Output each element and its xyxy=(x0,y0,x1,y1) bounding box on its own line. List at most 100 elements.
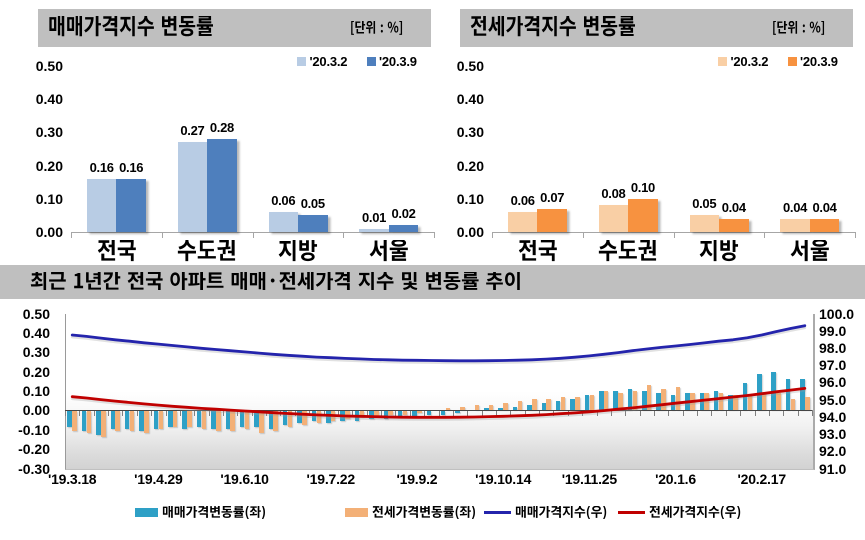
legend-label xyxy=(372,505,476,520)
week-tick xyxy=(337,410,339,416)
category-label xyxy=(518,240,558,264)
x-axis-tick xyxy=(673,232,675,238)
trend-bar xyxy=(81,411,87,431)
bar-value-label: 0.07 xyxy=(540,189,565,205)
bar-value-label: 0.06 xyxy=(510,193,535,209)
week-tick xyxy=(208,410,210,416)
trend-bar xyxy=(445,408,451,411)
bar xyxy=(689,215,719,232)
trend-bar xyxy=(488,404,494,411)
trend-bar xyxy=(282,411,288,425)
legend-swatch xyxy=(345,508,368,517)
bar xyxy=(86,178,117,232)
legend-swatch-'20.3.9 xyxy=(366,57,376,66)
trend-bar xyxy=(460,406,465,411)
legend-label: '20.3.9 xyxy=(800,54,838,69)
x-axis-tick xyxy=(252,232,254,238)
x-axis-date-label: '19.11.25 xyxy=(561,471,617,487)
korean-text-svg xyxy=(30,272,520,291)
trend-bar xyxy=(72,411,77,431)
trend-bar xyxy=(613,391,618,411)
y-axis-label: 0.30 xyxy=(35,124,63,141)
week-tick xyxy=(625,410,627,416)
bar-value-label: 0.04 xyxy=(782,199,808,215)
trend-bar xyxy=(297,411,302,423)
week-tick xyxy=(122,410,124,416)
trend-bar xyxy=(225,411,230,429)
x-axis-tick xyxy=(764,232,766,238)
trend-title xyxy=(30,272,522,293)
right-axis-label: 99.0 xyxy=(819,322,847,339)
week-tick xyxy=(251,410,253,416)
bar-value-label: 0.04 xyxy=(721,199,746,215)
week-tick xyxy=(323,410,325,416)
trend-bar xyxy=(172,411,178,427)
legend-label: '20.3.2 xyxy=(730,54,769,69)
bar-value-label: 0.27 xyxy=(180,123,205,139)
jeonse-unit-label xyxy=(772,21,825,36)
sale-title xyxy=(48,16,214,39)
y-axis-label: 0.40 xyxy=(35,91,63,108)
trend-bar xyxy=(302,411,307,425)
trend-bar xyxy=(115,411,120,431)
trend-bar xyxy=(527,404,532,411)
right-axis-label: 91.0 xyxy=(819,460,847,477)
x-axis-date-label: '19.10.14 xyxy=(475,471,532,487)
category-label xyxy=(790,240,830,264)
week-tick xyxy=(438,410,440,416)
trend-bar xyxy=(388,411,393,416)
week-tick xyxy=(352,410,354,416)
category-label xyxy=(97,240,137,264)
trend-bar xyxy=(311,411,317,422)
y-axis-label: 0.40 xyxy=(456,91,484,108)
trend-bar xyxy=(474,404,480,411)
left-axis-label: -0.30 xyxy=(18,460,50,477)
zero-axis-line xyxy=(65,409,812,412)
trend-bar xyxy=(675,387,681,411)
trend-bar xyxy=(187,411,192,427)
bar-value-label: 0.28 xyxy=(209,120,234,136)
trend-bar xyxy=(757,373,762,411)
week-tick xyxy=(682,410,684,416)
korean-text-svg xyxy=(470,16,636,37)
week-tick xyxy=(754,410,756,416)
week-tick xyxy=(711,410,713,416)
trend-bar xyxy=(326,411,331,423)
korean-text-svg xyxy=(518,240,557,262)
trend-bar xyxy=(541,402,547,411)
trend-bar xyxy=(776,392,781,411)
y-axis-label: 0.30 xyxy=(456,124,484,141)
trend-bar xyxy=(96,411,101,435)
x-axis-tick xyxy=(343,232,345,238)
trend-bar xyxy=(139,411,144,431)
trend-bar xyxy=(417,411,422,414)
trend-bar xyxy=(402,411,408,416)
x-axis-tick xyxy=(71,232,72,238)
right-axis-label: 92.0 xyxy=(819,443,847,460)
week-tick xyxy=(524,410,526,416)
bar-value-label: 0.08 xyxy=(601,186,626,202)
x-axis-tick xyxy=(582,232,584,238)
week-tick xyxy=(797,410,799,416)
bar xyxy=(207,139,237,232)
trend-bar xyxy=(742,383,748,411)
legend-swatch xyxy=(135,508,158,517)
left-axis-label: 0.30 xyxy=(22,344,50,361)
y-axis-label: 0.10 xyxy=(456,190,484,207)
legend-label xyxy=(162,505,266,520)
week-tick xyxy=(495,410,497,416)
week-tick xyxy=(366,410,368,416)
legend-swatch-'20.3.9 xyxy=(787,57,797,66)
week-tick xyxy=(79,410,81,416)
x-axis-date-label: '19.9.2 xyxy=(396,471,438,487)
plot-area xyxy=(65,313,815,470)
week-tick xyxy=(481,410,483,416)
week-tick xyxy=(237,410,239,416)
bar xyxy=(598,205,629,232)
y-axis-label: 0.20 xyxy=(456,157,484,174)
category-label xyxy=(177,240,237,264)
legend-line-swatch xyxy=(618,511,645,514)
legend-label xyxy=(515,505,607,520)
trend-bar xyxy=(790,398,796,411)
korean-text-svg xyxy=(97,240,136,262)
